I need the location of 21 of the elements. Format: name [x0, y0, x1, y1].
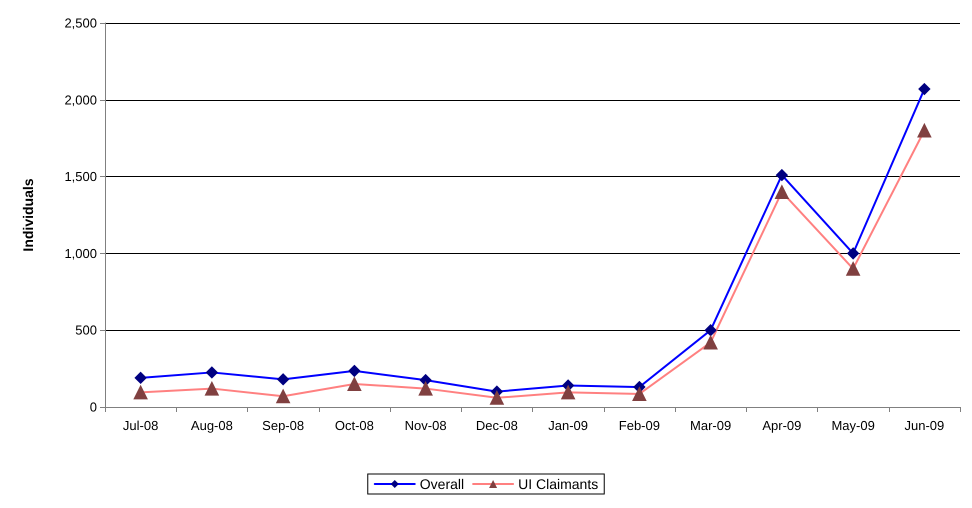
legend-label: Overall: [420, 476, 464, 492]
x-tick-label: Jan-09: [548, 418, 588, 433]
y-tick-label: 1,000: [64, 246, 97, 261]
x-tick-label: Jun-09: [904, 418, 944, 433]
x-tick-label: Oct-08: [334, 418, 374, 433]
x-tick-label: Mar-09: [690, 418, 732, 433]
y-tick-label: 500: [75, 322, 97, 338]
legend-label: UI Claimants: [518, 476, 598, 492]
y-axis-title: Individuals: [20, 178, 36, 252]
x-tick-label: Apr-09: [762, 418, 802, 433]
x-tick-label: Aug-08: [190, 418, 233, 433]
x-tick-label: Sep-08: [262, 418, 304, 433]
y-tick-label: 2,500: [64, 16, 97, 30]
x-tick-label: Nov-08: [404, 418, 447, 433]
y-tick-label: 1,500: [64, 169, 97, 184]
x-tick-label: May-09: [831, 418, 875, 433]
x-tick-label: Feb-09: [618, 418, 660, 433]
y-tick-label: 2,000: [64, 92, 97, 108]
y-tick-label: 0: [90, 400, 97, 414]
x-tick-label: Jul-08: [122, 418, 158, 433]
x-tick-label: Dec-08: [476, 418, 518, 433]
